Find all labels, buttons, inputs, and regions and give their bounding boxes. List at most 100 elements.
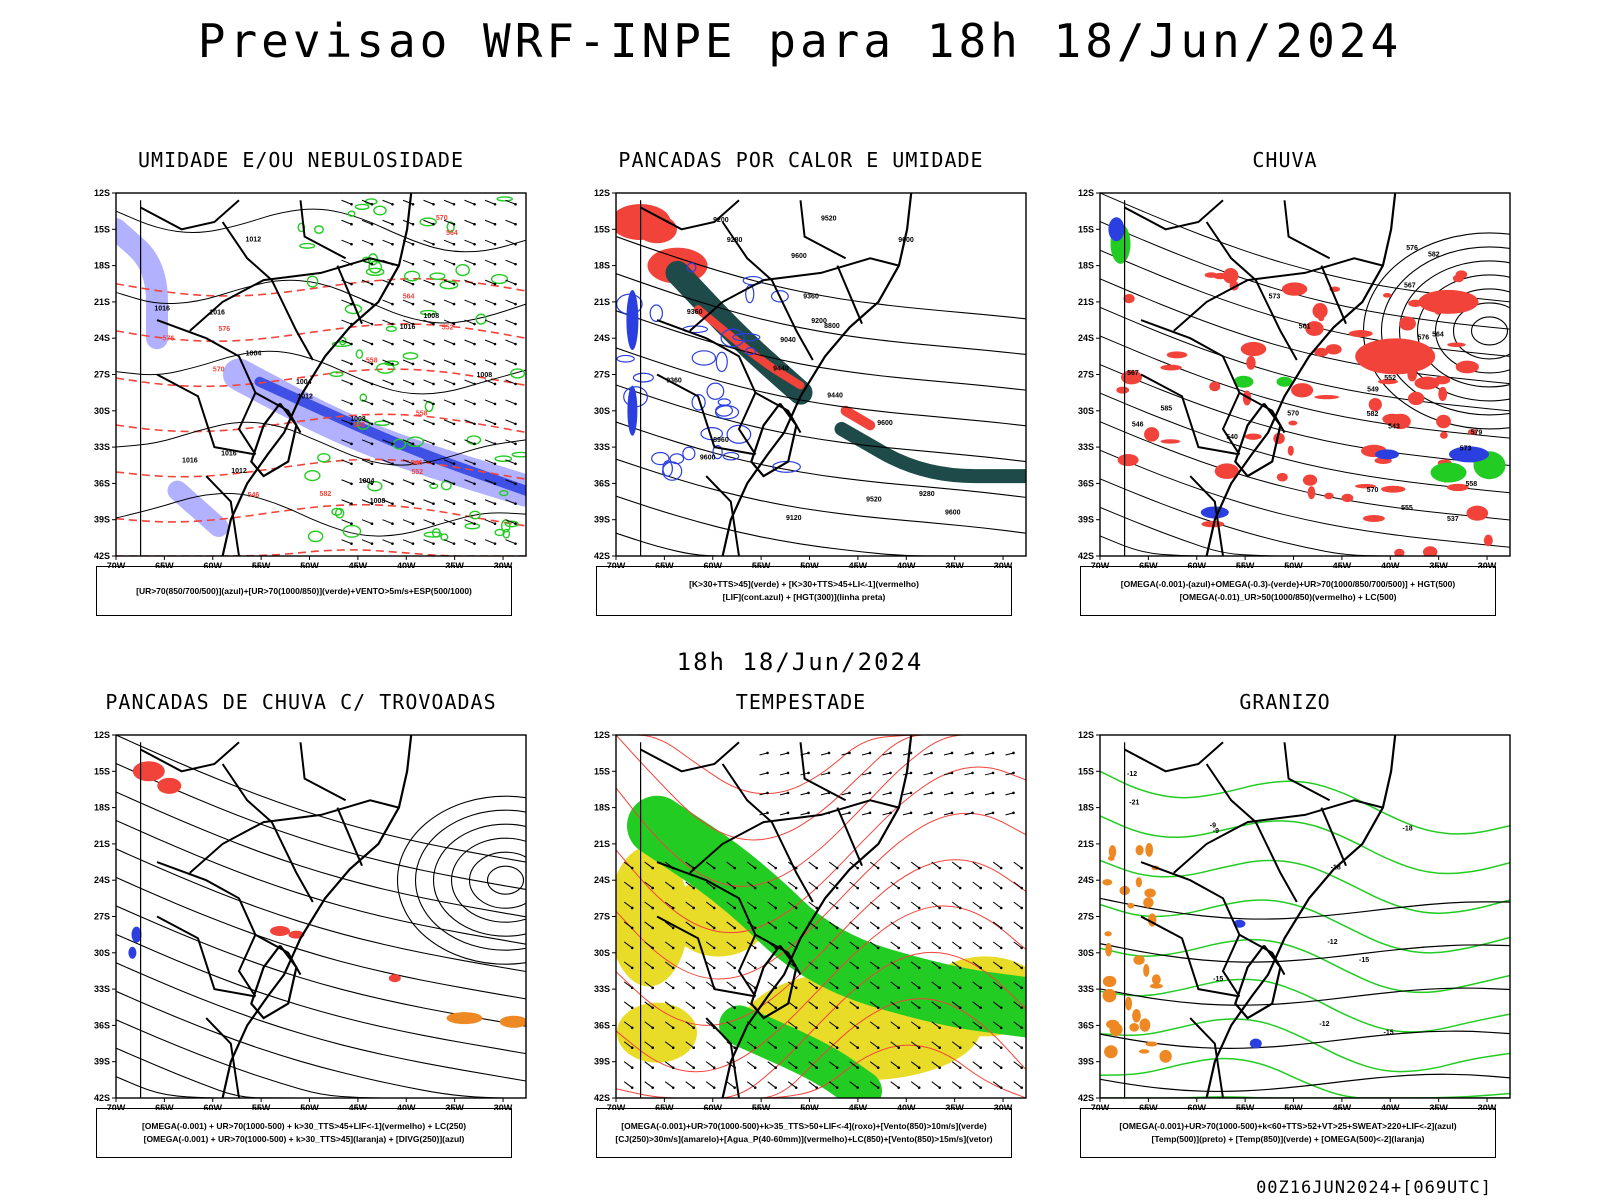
y-tick-label: 27S	[594, 370, 610, 380]
contour-label: 579	[1471, 429, 1483, 436]
y-tick-label: 36S	[94, 478, 110, 488]
x-tick-label: 40W	[1381, 1103, 1400, 1110]
legend-line: [OMEGA(-0.001)+UR>70(1000-500)+k>35_TTS>…	[621, 1121, 987, 1131]
y-tick-label: 15S	[94, 766, 110, 776]
contour-label: 540	[353, 422, 365, 429]
contour-label: 1004	[359, 478, 375, 485]
contour-label: 1004	[246, 351, 262, 358]
x-tick-label: 65W	[655, 561, 674, 568]
x-tick-label: 70W	[607, 1103, 626, 1110]
x-tick-label: 60W	[204, 1103, 223, 1110]
x-tick-label: 60W	[204, 561, 223, 568]
humidity-upper-area	[116, 218, 168, 350]
y-tick-label: 21S	[594, 297, 610, 307]
contour-label: 9600	[877, 420, 893, 427]
x-tick-label: 60W	[1188, 1103, 1207, 1110]
panel-legend: [OMEGA(-0.001) + UR>70(1000-500) + k>30_…	[96, 1108, 512, 1158]
y-tick-label: 39S	[594, 1057, 610, 1067]
y-tick-label: 30S	[94, 406, 110, 416]
y-tick-label: 15S	[594, 766, 610, 776]
lif-contour	[649, 304, 664, 322]
x-tick-label: 70W	[607, 561, 626, 568]
legend-line: [K>30+TTS>45](verde) + [K>30+TTS>45+LI<-…	[689, 579, 919, 589]
contour-label: 564	[403, 293, 415, 300]
omega-rh-red-area	[1116, 268, 1493, 556]
humidity-lower-contour	[347, 210, 356, 217]
humidity-lower-contour	[368, 260, 383, 274]
humidity-lower-contour	[356, 418, 370, 430]
contour-label: 555	[1401, 505, 1413, 512]
panel-title: TEMPESTADE	[735, 690, 867, 714]
x-tick-label: 50W	[300, 1103, 319, 1110]
y-tick-label: 30S	[1078, 406, 1094, 416]
y-tick-label: 30S	[594, 948, 610, 958]
humidity-lower-contour	[373, 205, 387, 216]
humidity-lower-contour	[306, 275, 319, 288]
x-tick-label: 55W	[252, 561, 271, 568]
contour-label: 582	[1428, 251, 1440, 258]
contour-label: 558	[366, 357, 378, 364]
contour-label: 573	[1269, 294, 1281, 301]
contour-label: 9120	[786, 515, 802, 522]
y-tick-label: 12S	[1078, 730, 1094, 740]
contour-label: 570	[213, 366, 225, 373]
humidity-lower-contour	[446, 221, 455, 233]
contour-label: -18	[1331, 864, 1341, 871]
x-tick-label: 30W	[494, 1103, 513, 1110]
y-tick-label: 24S	[594, 333, 610, 343]
humidity-lower-contour	[365, 267, 385, 277]
contour-label: 9280	[727, 237, 743, 244]
lif-contour	[691, 394, 706, 411]
contour-label: -15	[1359, 957, 1369, 964]
contour-label: 585	[1160, 406, 1172, 413]
y-tick-label: 12S	[594, 188, 610, 198]
wind850-vectors	[759, 735, 1015, 816]
humidity-lower-contour	[419, 217, 437, 227]
y-tick-label: 15S	[594, 224, 610, 234]
chart-panel-5: TEMPESTADE 12S 15S 18S 21S 24S 27S 30S 33S 36S 39S…	[576, 690, 1027, 1180]
x-tick-label: 65W	[1139, 561, 1158, 568]
y-tick-label: 42S	[594, 551, 610, 561]
chart-panel-2: PANCADAS POR CALOR E UMIDADE 9600 9520 9440…	[576, 148, 1027, 638]
humidity-lower-contour	[317, 452, 331, 463]
humidity-lower-contour	[304, 469, 321, 482]
legend-line: [UR>70(850/700/500)](azul)+[UR>70(1000/8…	[136, 585, 472, 596]
humidity-lower-contour	[342, 524, 362, 538]
panel-title: GRANIZO	[1239, 690, 1331, 714]
y-tick-label: 21S	[1078, 839, 1094, 849]
streamline-high-contours	[396, 795, 526, 965]
contour-label: 576	[1406, 245, 1418, 252]
omega-rh-red-area	[1355, 289, 1479, 375]
x-tick-label: 50W	[300, 561, 319, 568]
hgt500-contours	[1100, 193, 1510, 556]
y-tick-label: 21S	[594, 839, 610, 849]
chart-map: -9 -12 -15 -18 -21 -12 -15 -18 -9 -12 -15 12S 15S 18S…	[1078, 730, 1511, 1110]
contour-label: 9440	[827, 393, 843, 400]
x-tick-label: 45W	[849, 561, 868, 568]
contour-label: 582	[320, 491, 332, 498]
humidity-lower-contour	[299, 242, 316, 249]
contour-label: 549	[1367, 386, 1379, 393]
y-tick-label: 18S	[94, 261, 110, 271]
lif-contour	[745, 346, 756, 356]
humidity-upper-area	[167, 480, 229, 537]
y-tick-label: 21S	[94, 297, 110, 307]
omega-strong-green-area	[1110, 223, 1506, 483]
contour-label: -15	[1213, 976, 1223, 983]
lif-contour	[726, 424, 752, 444]
contour-label: 576	[1417, 335, 1429, 342]
legend-line: [OMEGA(-0.001) + UR>70(1000-500) + k>30_…	[141, 1121, 467, 1131]
y-tick-label: 33S	[1078, 984, 1094, 994]
lif-contour	[632, 372, 654, 383]
ki-li-red-area	[694, 305, 805, 390]
humidity-lower-contour	[367, 480, 383, 492]
panel-legend: [UR>70(850/700/500)](azul)+[UR>70(1000/8…	[96, 566, 512, 616]
contour-label: 570	[436, 215, 448, 222]
humidity-lower-contour	[510, 368, 526, 379]
omega500-orange-area	[1102, 843, 1172, 1063]
y-tick-label: 33S	[594, 984, 610, 994]
